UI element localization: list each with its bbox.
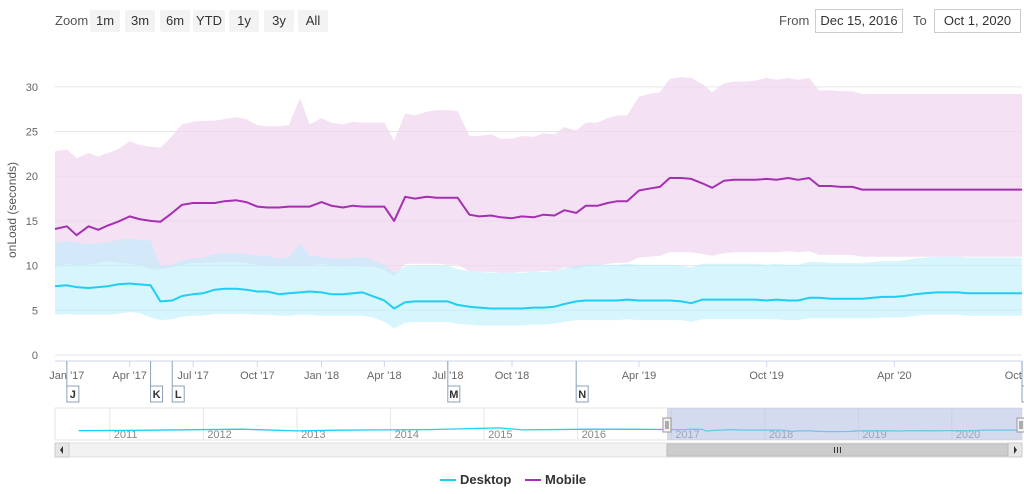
navigator[interactable]: 2011201220132014201520162017201820192020: [54, 407, 1024, 441]
navigator-tick-label: 2012: [207, 429, 231, 441]
zoom-all-button[interactable]: All: [298, 10, 328, 32]
flag-box: [66, 385, 80, 403]
from-date-input[interactable]: Dec 15, 2016: [815, 9, 903, 33]
zoom-3y-button[interactable]: 3y: [264, 10, 294, 32]
navigator-tick-label: 2013: [301, 429, 325, 441]
legend-swatch-mobile: [525, 478, 541, 481]
y-tick-label: 10: [26, 261, 38, 273]
navigator-tick-label: 2016: [582, 429, 606, 441]
series-line-mobile: [54, 177, 1022, 237]
range-band-desktop: [55, 238, 1022, 329]
scroll-right-arrow-icon: [1014, 446, 1017, 454]
y-tick-label: 25: [26, 127, 38, 139]
navigator-tick-label: 2014: [395, 429, 419, 441]
range-bands: [55, 77, 1022, 329]
flag-box: [1021, 385, 1024, 403]
zoom-1y-button[interactable]: 1y: [229, 10, 259, 32]
x-tick-label: Apr '18: [367, 370, 402, 382]
navigator-tick-label: 2015: [488, 429, 512, 441]
navigator-tick-label: 2011: [114, 429, 138, 441]
zoom-1m-button[interactable]: 1m: [90, 10, 120, 32]
zoom-3m-button[interactable]: 3m: [125, 10, 155, 32]
x-tick-label: Apr '19: [622, 370, 657, 382]
y-tick-label: 20: [26, 171, 38, 183]
range-band-mobile: [55, 77, 1022, 277]
legend-item-mobile[interactable]: Mobile: [525, 472, 586, 487]
zoom-6m-button[interactable]: 6m: [160, 10, 190, 32]
y-tick-label: 0: [32, 350, 38, 362]
x-tick-label: Jan '18: [304, 370, 339, 382]
x-tick-label: Apr '20: [877, 370, 912, 382]
series-line-desktop: [54, 282, 1022, 310]
x-axis: Jan '17 Apr '17 Jul '17 Oct '17 Jan '18 Apr '…: [49, 360, 1024, 382]
legend-label-desktop: Desktop: [460, 472, 512, 487]
legend-item-desktop[interactable]: Desktop: [440, 472, 511, 487]
to-label: To: [913, 13, 927, 28]
x-tick-label: Apr '17: [112, 370, 147, 382]
x-tick-label: Oct '18: [495, 370, 530, 382]
to-date-input[interactable]: Oct 1, 2020: [934, 9, 1021, 33]
flag-label-j: J: [70, 389, 76, 401]
x-tick-label: Oct '19: [749, 370, 784, 382]
legend-swatch-desktop: [440, 478, 456, 481]
flag-box: [171, 385, 185, 403]
flag-label-k: K: [153, 389, 161, 401]
legend: Desktop Mobile: [0, 470, 1024, 490]
range-selector-toolbar: Zoom 1m 3m 6m YTD 1y 3y All From Dec 15,…: [0, 0, 1024, 40]
flag-box: [575, 385, 589, 403]
flag-box: [447, 385, 461, 403]
flag-label-n: N: [578, 389, 586, 401]
flag-label-m: M: [449, 389, 458, 401]
y-tick-label: 15: [26, 216, 38, 228]
navigator-selected-range: [666, 408, 1022, 440]
series-lines: [54, 177, 1022, 310]
event-flags: JKLMNO: [66, 361, 1024, 403]
scrollbar[interactable]: [54, 442, 1023, 458]
x-tick-label: Oct '20: [1005, 370, 1024, 382]
navigator-handle-left[interactable]: [662, 417, 672, 433]
y-tick-label: 5: [32, 305, 38, 317]
x-tick-label: Jul '17: [177, 370, 208, 382]
zoom-label: Zoom: [55, 13, 89, 28]
y-tick-label: 30: [26, 82, 38, 94]
from-label: From: [779, 13, 810, 28]
y-axis: 0 5 10 15 20 25 30: [26, 82, 38, 362]
x-tick-label: Oct '17: [240, 370, 275, 382]
flag-label-l: L: [175, 389, 182, 401]
y-axis-title: onLoad (seconds): [5, 162, 19, 258]
scroll-left-arrow-icon: [60, 446, 63, 454]
flag-box: [150, 385, 164, 403]
legend-label-mobile: Mobile: [545, 472, 587, 487]
zoom-ytd-button[interactable]: YTD: [193, 10, 225, 32]
